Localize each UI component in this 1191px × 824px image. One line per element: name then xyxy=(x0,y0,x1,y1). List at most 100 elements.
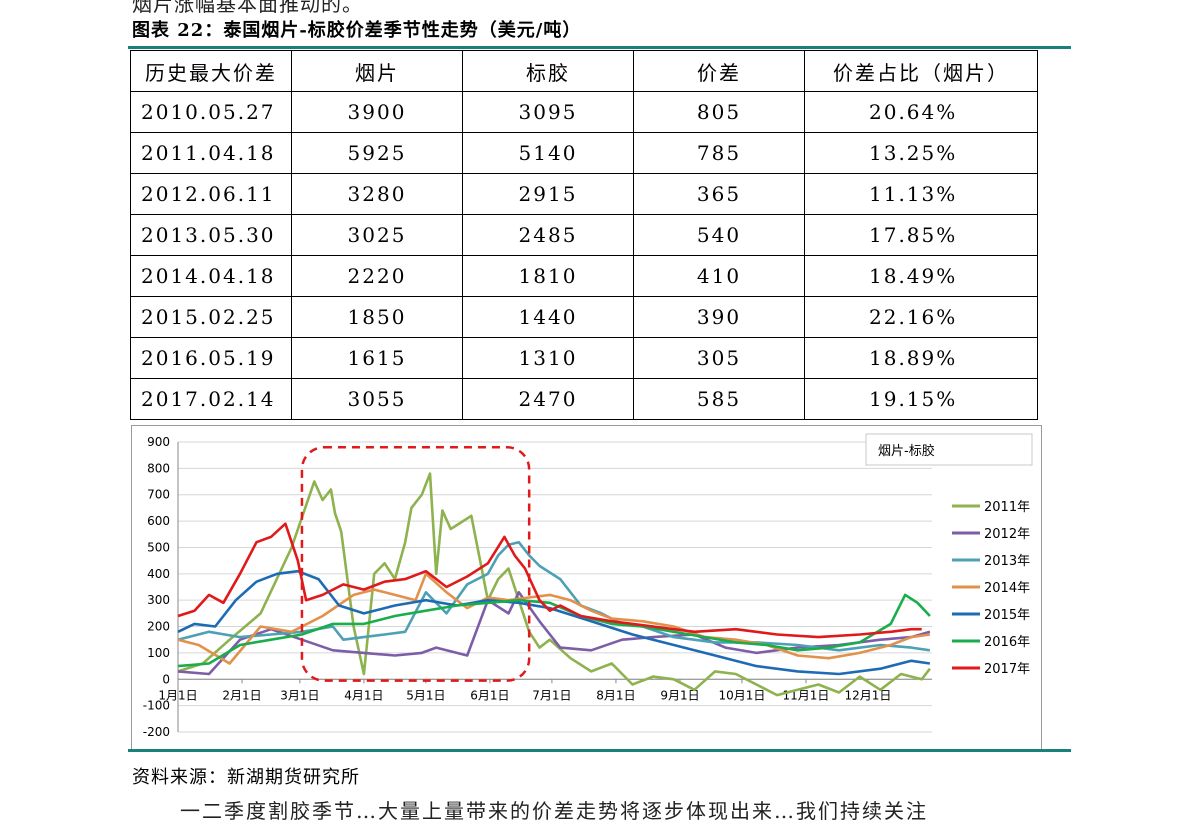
x-tick-label: 5月1日 xyxy=(406,688,445,702)
cell-rss: 2220 xyxy=(291,255,463,297)
cell-spread: 585 xyxy=(633,378,805,420)
x-tick-label: 4月1日 xyxy=(344,688,383,702)
cell-date: 2014.04.18 xyxy=(130,255,292,297)
spread-table: 历史最大价差 烟片 标胶 价差 价差占比（烟片） 2010.05.27 3900… xyxy=(130,50,1038,420)
series-line-2015年 xyxy=(177,569,931,676)
legend-label: 2017年 xyxy=(984,662,1030,677)
y-tick-label: 500 xyxy=(147,540,170,554)
cell-share: 11.13% xyxy=(804,173,1038,215)
table-row: 2011.04.18 5925 5140 785 13.25% xyxy=(130,132,1038,174)
y-tick-label: 900 xyxy=(147,435,170,449)
cell-str: 1310 xyxy=(462,337,634,379)
series-line-2017年 xyxy=(177,522,922,639)
x-tick-label: 8月1日 xyxy=(596,688,635,702)
chart-legend: 2011年 2012年 2013年 2014年 2015年 2016年 2017年 xyxy=(952,500,1030,677)
cell-str: 2485 xyxy=(462,214,634,256)
cell-date: 2017.02.14 xyxy=(130,378,292,420)
x-tick-label: 12月1日 xyxy=(845,688,892,702)
table-row: 2010.05.27 3900 3095 805 20.64% xyxy=(130,91,1038,133)
chart-title: 烟片-标胶 xyxy=(878,443,935,459)
cell-share: 13.25% xyxy=(804,132,1038,174)
cell-str: 1440 xyxy=(462,296,634,338)
cell-share: 18.89% xyxy=(804,337,1038,379)
cell-date: 2015.02.25 xyxy=(130,296,292,338)
header-spread-share: 价差占比（烟片） xyxy=(804,50,1038,92)
y-tick-label: 700 xyxy=(147,488,170,502)
y-tick-label: 600 xyxy=(147,514,170,528)
cell-date: 2010.05.27 xyxy=(130,91,292,133)
x-tick-label: 9月1日 xyxy=(660,688,699,702)
table-row: 2017.02.14 3055 2470 585 19.15% xyxy=(130,378,1038,420)
y-tick-label: 300 xyxy=(147,593,170,607)
x-tick-label: 10月1日 xyxy=(718,688,765,702)
cell-share: 18.49% xyxy=(804,255,1038,297)
legend-label: 2014年 xyxy=(984,581,1030,596)
legend-label: 2016年 xyxy=(984,635,1030,650)
cell-share: 19.15% xyxy=(804,378,1038,420)
y-tick-label: 400 xyxy=(147,567,170,581)
cell-date: 2011.04.18 xyxy=(130,132,292,174)
y-tick-label: 200 xyxy=(147,620,170,634)
series-line-2014年 xyxy=(177,572,931,665)
cell-spread: 410 xyxy=(633,255,805,297)
cell-str: 3095 xyxy=(462,91,634,133)
cell-rss: 5925 xyxy=(291,132,463,174)
cell-spread: 365 xyxy=(633,173,805,215)
x-tick-label: 1月1日 xyxy=(158,688,197,702)
cell-share: 22.16% xyxy=(804,296,1038,338)
y-tick-label: -100 xyxy=(143,699,170,713)
header-rss: 烟片 xyxy=(291,50,463,92)
y-tick-label: 0 xyxy=(162,672,170,686)
seasonal-spread-chart: -200 -100 0 100 200 300 400 500 600 700 800 900 1月1日… xyxy=(131,425,1042,750)
cell-str: 2915 xyxy=(462,173,634,215)
legend-label: 2015年 xyxy=(984,608,1030,623)
previous-text-fragment: 烟片涨幅基本面推动的。 xyxy=(132,0,363,16)
cell-rss: 3025 xyxy=(291,214,463,256)
y-tick-label: -200 xyxy=(143,725,170,739)
cell-str: 5140 xyxy=(462,132,634,174)
table-row: 2015.02.25 1850 1440 390 22.16% xyxy=(130,296,1038,338)
cell-rss: 3280 xyxy=(291,173,463,215)
figure-bottom-rule xyxy=(128,749,1071,752)
cell-date: 2016.05.19 xyxy=(130,337,292,379)
chart-svg: -200 -100 0 100 200 300 400 500 600 700 800 900 1月1日… xyxy=(143,433,1033,739)
cell-rss: 1615 xyxy=(291,337,463,379)
x-tick-label: 7月1日 xyxy=(532,688,571,702)
y-tick-label: 100 xyxy=(147,646,170,660)
y-tick-label: 800 xyxy=(147,461,170,475)
x-tick-label: 2月1日 xyxy=(222,688,261,702)
table-row: 2014.04.18 2220 1810 410 18.49% xyxy=(130,255,1038,297)
cell-str: 2470 xyxy=(462,378,634,420)
cell-spread: 805 xyxy=(633,91,805,133)
x-tick-label: 11月1日 xyxy=(783,688,830,702)
cell-spread: 390 xyxy=(633,296,805,338)
legend-label: 2012年 xyxy=(984,527,1030,542)
highlight-box xyxy=(300,446,531,682)
next-text-fragment: 一二季度割胶季节…大量上量带来的价差走势将逐步体现出来…我们持续关注 xyxy=(180,799,928,823)
table-row: 2012.06.11 3280 2915 365 11.13% xyxy=(130,173,1038,215)
title-rule xyxy=(128,46,1071,49)
cell-spread: 785 xyxy=(633,132,805,174)
cell-share: 20.64% xyxy=(804,91,1038,133)
cell-rss: 3900 xyxy=(291,91,463,133)
legend-label: 2013年 xyxy=(984,554,1030,569)
header-max-spread-date: 历史最大价差 xyxy=(130,50,292,92)
cell-date: 2012.06.11 xyxy=(130,173,292,215)
header-str: 标胶 xyxy=(462,50,634,92)
cell-spread: 540 xyxy=(633,214,805,256)
cell-rss: 3055 xyxy=(291,378,463,420)
table-row: 2016.05.19 1615 1310 305 18.89% xyxy=(130,337,1038,379)
figure-title: 图表 22：泰国烟片-标胶价差季节性走势（美元/吨） xyxy=(132,20,582,41)
table-row: 2013.05.30 3025 2485 540 17.85% xyxy=(130,214,1038,256)
chart-axes: -200 -100 0 100 200 300 400 500 600 700 800 900 1月1日… xyxy=(143,435,932,739)
cell-rss: 1850 xyxy=(291,296,463,338)
chart-series xyxy=(177,472,931,697)
header-spread: 价差 xyxy=(633,50,805,92)
cell-date: 2013.05.30 xyxy=(130,214,292,256)
cell-str: 1810 xyxy=(462,255,634,297)
cell-spread: 305 xyxy=(633,337,805,379)
source-note: 资料来源：新湖期货研究所 xyxy=(132,767,360,788)
table-header-row: 历史最大价差 烟片 标胶 价差 价差占比（烟片） xyxy=(130,50,1038,92)
x-tick-label: 6月1日 xyxy=(470,688,509,702)
cell-share: 17.85% xyxy=(804,214,1038,256)
